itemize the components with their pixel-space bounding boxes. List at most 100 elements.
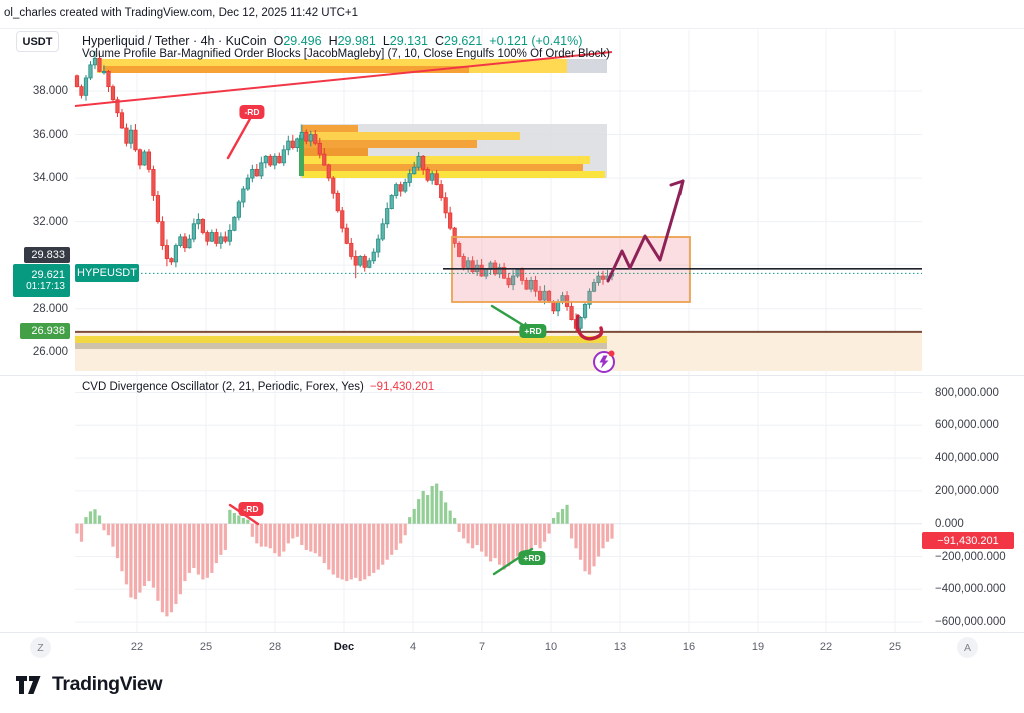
candle-body [254, 168, 259, 177]
indicator-title[interactable]: Volume Profile Bar-Magnified Order Block… [82, 48, 610, 60]
symbol-header[interactable]: Hyperliquid / Tether · 4h · KuCoin O29.49… [82, 34, 582, 48]
time-tick-label: 22 [819, 641, 833, 653]
candle-body [331, 177, 336, 194]
candle-body [416, 155, 421, 168]
cvd-bar [345, 523, 349, 582]
candle-body [353, 256, 358, 266]
candle-body [461, 256, 466, 268]
candle-body [425, 168, 430, 181]
candle-body [479, 264, 484, 277]
osc-bearish-divergence-label: -RD [238, 502, 264, 516]
oscillator-title[interactable]: CVD Divergence Oscillator (2, 21, Period… [82, 381, 435, 393]
bottom-zone-bar [75, 343, 607, 349]
candle-body [164, 245, 170, 260]
candle-body [582, 303, 588, 318]
cvd-bar [520, 523, 524, 552]
cvd-bar [596, 523, 601, 557]
cvd-bar [304, 523, 308, 550]
cvd-bar [291, 523, 295, 539]
cvd-bar [381, 523, 385, 565]
cvd-bar [183, 523, 187, 582]
cvd-bar [376, 523, 380, 570]
candle-body [281, 149, 286, 164]
order-block-edge [299, 135, 304, 176]
osc-bullish-divergence-label: +RD [518, 551, 546, 565]
candle-body [259, 162, 264, 177]
candle-body [596, 275, 601, 283]
candle-body [110, 86, 116, 101]
candle-body [304, 131, 309, 142]
volume-profile-bar [302, 140, 477, 148]
candle-body [151, 168, 156, 196]
candle-body [173, 245, 179, 263]
oscillator-tick-label: 0.000 [935, 517, 964, 530]
cvd-bar [444, 502, 448, 524]
cvd-bar [430, 485, 434, 524]
candle-body [74, 75, 80, 88]
price-tick-label: 34.000 [32, 172, 68, 185]
timezone-button[interactable]: Z [30, 637, 51, 658]
candle-body [430, 173, 435, 181]
price-level-badge-high: 29.833 [24, 247, 70, 263]
time-tick-label: 25 [888, 641, 902, 653]
cvd-bar [219, 523, 223, 555]
price-bullish-divergence-label: +RD [519, 324, 547, 338]
cvd-bar [210, 523, 214, 573]
ohlc-label: H [328, 34, 338, 48]
candle-body [205, 232, 210, 242]
cvd-bar [399, 523, 403, 544]
candle-body [313, 134, 318, 144]
candle-body [142, 151, 147, 166]
candle-body [569, 306, 574, 320]
cvd-bar [542, 523, 547, 542]
price-tick-label: 36.000 [32, 128, 68, 141]
cvd-bar [502, 523, 506, 570]
time-tick-label: 4 [409, 641, 417, 653]
cvd-bar [313, 523, 317, 554]
candle-body [290, 140, 295, 149]
cvd-bar [237, 515, 241, 524]
time-tick-label: 13 [613, 641, 627, 653]
candle-body [443, 197, 448, 214]
cvd-bar [466, 523, 470, 544]
auto-scale-button[interactable]: A [957, 637, 978, 658]
candle-body [407, 173, 412, 183]
cvd-bar [601, 523, 605, 549]
candle-body [97, 57, 102, 72]
candle-body [591, 282, 597, 292]
candle-body [367, 260, 372, 268]
pane-divider[interactable] [0, 375, 1024, 376]
cvd-bar [583, 523, 587, 572]
candle-body [528, 279, 534, 290]
candle-body [200, 219, 205, 233]
cvd-bar [574, 523, 578, 549]
candle-body [146, 151, 152, 170]
candle-body [155, 195, 161, 223]
volume-profile-bar [302, 164, 583, 171]
cvd-bar [426, 495, 430, 524]
price-tick-label: 32.000 [32, 215, 68, 228]
cvd-bar [138, 523, 142, 593]
volume-profile-bar [302, 148, 368, 156]
cvd-bar [192, 523, 196, 568]
volume-profile-bar [302, 125, 358, 132]
currency-button[interactable]: USDT [16, 31, 59, 52]
cvd-bar [489, 523, 493, 562]
oscillator-tick-label: 200,000.000 [935, 484, 999, 497]
candle-body [263, 155, 268, 164]
time-axis[interactable]: Z A 22 25 28 Dec 4 7 10 13 16 19 22 25 [0, 633, 1024, 662]
cvd-bar [354, 523, 358, 578]
cvd-bar [228, 509, 232, 524]
price-tick-label: 38.000 [32, 85, 68, 97]
candle-body [227, 229, 232, 242]
tradingview-logo[interactable]: TradingView [16, 673, 163, 696]
ohlc-value: 29.621 [444, 34, 483, 48]
cvd-bar [439, 490, 443, 524]
cvd-bar [106, 523, 111, 536]
candle-body [272, 155, 277, 166]
cvd-bar [340, 523, 344, 580]
top-order-block-bar [567, 59, 607, 73]
symbol-title: Hyperliquid / Tether · 4h · KuCoin [82, 34, 267, 48]
candle-body [128, 129, 134, 144]
